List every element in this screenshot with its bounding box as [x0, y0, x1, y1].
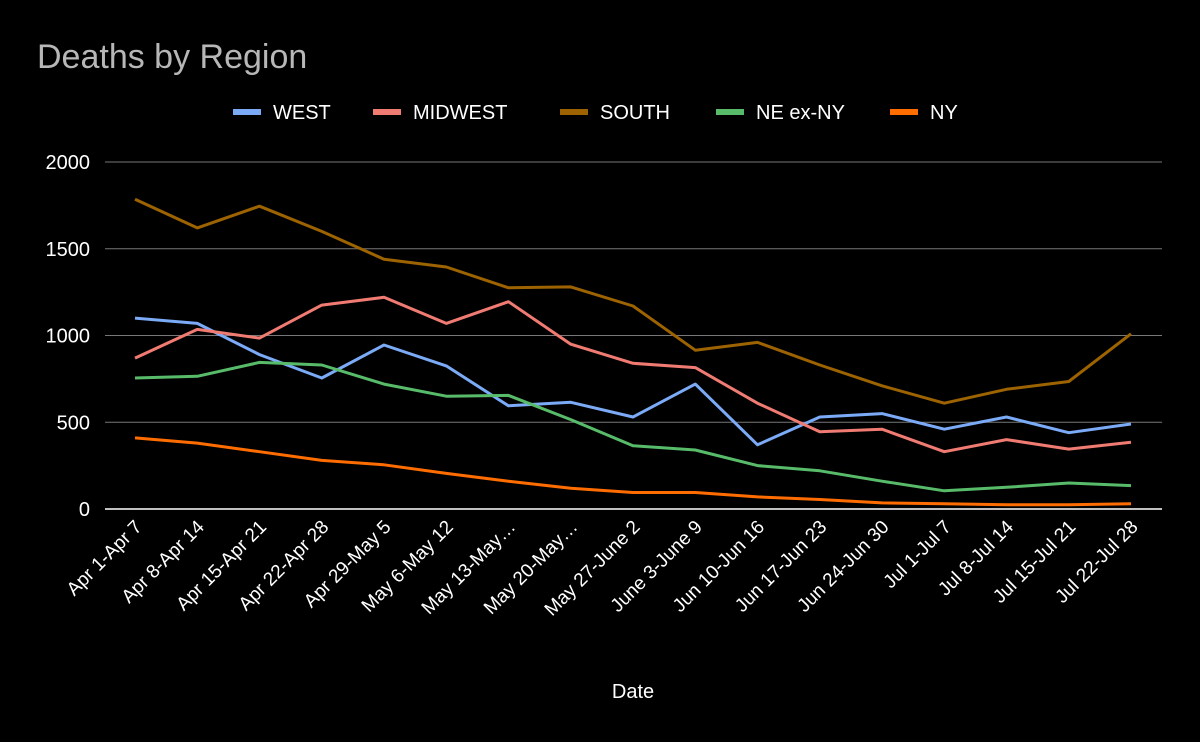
legend-swatch: [890, 109, 918, 115]
legend-swatch: [716, 109, 744, 115]
legend-label: WEST: [273, 102, 331, 124]
x-axis-label: Date: [612, 681, 654, 703]
legend-label: MIDWEST: [413, 102, 507, 124]
series-line-west: [134, 316, 1132, 447]
series-line-midwest: [134, 295, 1132, 454]
series-line-ne-ex-ny: [134, 360, 1132, 493]
legend-swatch: [233, 109, 261, 115]
series-line-south: [134, 197, 1132, 405]
chart-title: Deaths by Region: [37, 38, 307, 76]
y-tick-label: 2000: [46, 152, 91, 174]
y-axis-ticks: 0 500 1000 1500 2000: [46, 152, 91, 521]
series-lines: [134, 197, 1132, 507]
legend-swatch: [560, 109, 588, 115]
y-tick-label: 1500: [46, 239, 91, 261]
legend: WEST MIDWEST SOUTH NE ex-NY NY: [233, 102, 958, 124]
legend-label: NE ex-NY: [756, 102, 845, 124]
series-line-ny: [134, 436, 1132, 507]
y-tick-label: 1000: [46, 326, 91, 348]
legend-label: SOUTH: [600, 102, 670, 124]
y-tick-label: 0: [79, 499, 90, 521]
y-tick-label: 500: [57, 412, 90, 434]
legend-swatch: [373, 109, 401, 115]
legend-label: NY: [930, 102, 958, 124]
gridlines: [105, 161, 1162, 510]
